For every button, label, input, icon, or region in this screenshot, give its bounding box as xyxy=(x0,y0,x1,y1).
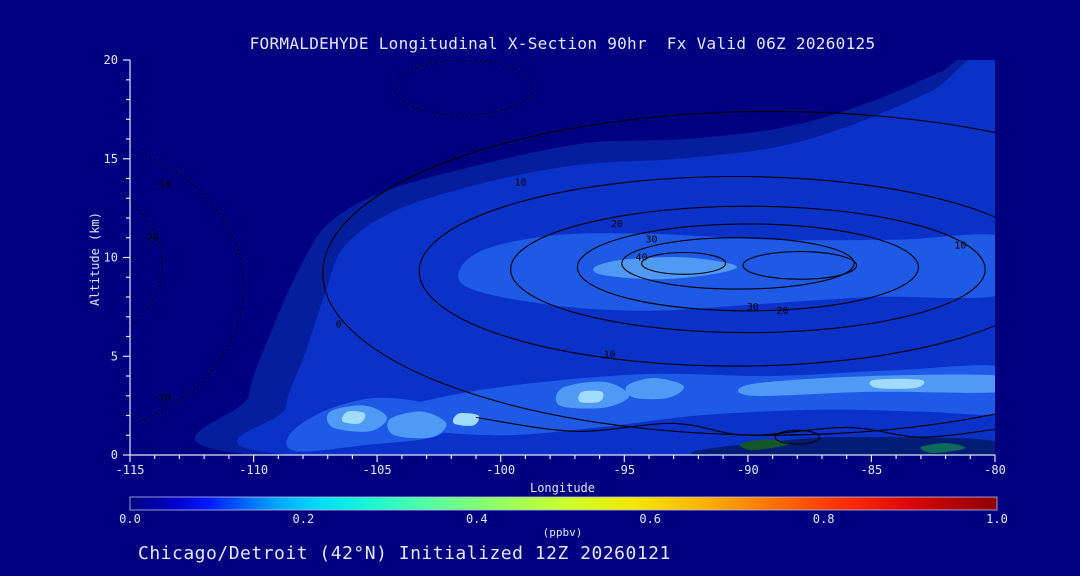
svg-text:15: 15 xyxy=(104,152,118,166)
svg-text:0.0: 0.0 xyxy=(119,512,141,526)
svg-text:1.0: 1.0 xyxy=(986,512,1008,526)
svg-text:0.4: 0.4 xyxy=(466,512,488,526)
svg-text:20: 20 xyxy=(104,53,118,67)
svg-text:10: 10 xyxy=(104,251,118,265)
svg-text:10: 10 xyxy=(514,177,526,188)
svg-text:-105: -105 xyxy=(363,463,392,477)
x-axis-label: Longitude xyxy=(529,481,596,495)
y-axis-label: Altitude (km) xyxy=(88,212,102,306)
contour-labels: 0 10 10 10 20 20 30 30 40 -10 -10 -20 xyxy=(141,177,967,403)
svg-text:0.6: 0.6 xyxy=(639,512,661,526)
svg-text:-95: -95 xyxy=(613,463,635,477)
svg-text:-85: -85 xyxy=(861,463,883,477)
filled-contours xyxy=(195,60,995,455)
svg-text:40: 40 xyxy=(636,253,648,264)
contour-lines xyxy=(130,60,995,445)
svg-text:0: 0 xyxy=(111,448,118,462)
colorbar-unit-label: (ppbv) xyxy=(542,526,583,539)
run-caption: Chicago/Detroit (42°N) Initialized 12Z 2… xyxy=(138,543,671,564)
svg-text:30: 30 xyxy=(747,302,759,313)
svg-text:-115: -115 xyxy=(116,463,145,477)
colorbar xyxy=(129,496,998,511)
svg-text:0.2: 0.2 xyxy=(293,512,315,526)
colorbar-tick-labels: 0.0 0.2 0.4 0.6 0.8 1.0 xyxy=(119,512,1008,526)
svg-text:-20: -20 xyxy=(141,233,159,244)
svg-text:0.8: 0.8 xyxy=(813,512,835,526)
svg-text:-80: -80 xyxy=(984,463,1006,477)
svg-text:-10: -10 xyxy=(153,179,171,190)
svg-text:0: 0 xyxy=(336,320,342,331)
svg-text:20: 20 xyxy=(776,306,788,317)
svg-text:10: 10 xyxy=(603,349,615,360)
axes xyxy=(123,59,996,462)
svg-text:-100: -100 xyxy=(486,463,515,477)
svg-text:-10: -10 xyxy=(153,393,171,404)
svg-text:-110: -110 xyxy=(239,463,268,477)
svg-text:20: 20 xyxy=(611,219,623,230)
svg-text:5: 5 xyxy=(111,349,118,363)
svg-text:-90: -90 xyxy=(737,463,759,477)
svg-text:10: 10 xyxy=(954,241,966,252)
plot-title: FORMALDEHYDE Longitudinal X-Section 90hr… xyxy=(249,34,876,53)
svg-text:30: 30 xyxy=(645,235,657,246)
